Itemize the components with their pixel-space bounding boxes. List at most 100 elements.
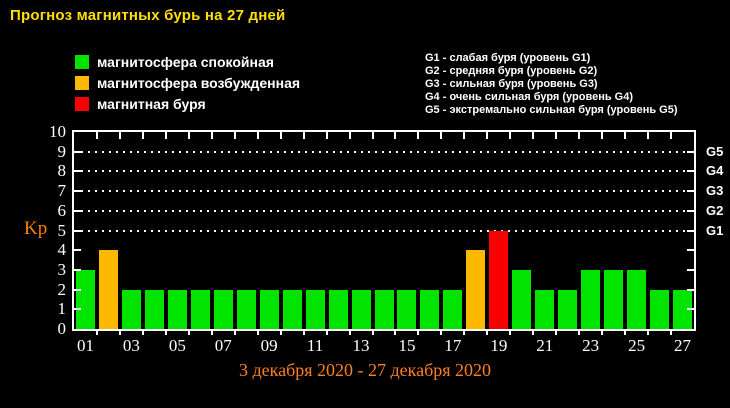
x-tick-bottom-18 <box>486 331 489 335</box>
x-tick-top-25 <box>647 132 650 139</box>
y-tick-left-1 <box>74 308 81 311</box>
y-tick-right-9 <box>687 150 694 153</box>
x-tick-top-24 <box>624 132 627 139</box>
y-axis-tick-label-4: 4 <box>57 240 67 260</box>
bar-day-01 <box>75 269 95 329</box>
x-tick-bottom-17 <box>463 331 466 335</box>
x-tick-bottom-25 <box>647 331 650 335</box>
bar-day-24 <box>604 269 624 329</box>
bar-day-11 <box>305 289 325 329</box>
y-tick-left-5 <box>74 229 81 232</box>
bar-day-18 <box>466 250 486 329</box>
g-level-label-G2: G2 <box>706 202 724 218</box>
y-tick-left-4 <box>74 249 81 252</box>
g-level-label-G4: G4 <box>706 163 724 179</box>
storm-scale-line-3: G3 - сильная буря (уровень G3) <box>425 78 598 90</box>
gridline-G4 <box>74 170 694 173</box>
bar-day-23 <box>581 269 601 329</box>
g-level-label-G5: G5 <box>706 143 724 159</box>
x-tick-bottom-22 <box>578 331 581 335</box>
x-tick-top-21 <box>555 132 558 139</box>
y-axis-tick-label-1: 1 <box>57 299 67 319</box>
y-axis-tick-label-0: 0 <box>57 319 67 338</box>
y-tick-right-1 <box>687 308 694 311</box>
storm-scale-legend: G1 - слабая буря (уровень G1) G2 - средня… <box>425 52 678 117</box>
x-tick-top-3 <box>141 132 144 139</box>
bar-day-26 <box>650 289 670 329</box>
date-range-label: 3 декабря 2020 - 27 декабря 2020 <box>238 360 492 380</box>
bar-color-legend: магнитосфера спокойная магнитосфера возбу… <box>75 52 300 115</box>
bar-day-08 <box>236 289 256 329</box>
y-tick-right-6 <box>687 209 694 212</box>
bar-day-09 <box>259 289 279 329</box>
bar-day-21 <box>535 289 555 329</box>
bar-day-02 <box>98 250 118 329</box>
x-tick-top-23 <box>601 132 604 139</box>
x-tick-bottom-24 <box>624 331 627 335</box>
y-tick-right-3 <box>687 268 694 271</box>
g-level-label-G1: G1 <box>706 222 724 238</box>
y-tick-left-6 <box>74 209 81 212</box>
bar-day-27 <box>673 289 693 329</box>
x-axis-tick-label-19: 19 <box>490 336 508 355</box>
y-tick-right-5 <box>687 229 694 232</box>
bar-day-12 <box>328 289 348 329</box>
y-axis-tick-label-5: 5 <box>57 220 67 240</box>
x-tick-top-6 <box>210 132 213 139</box>
x-axis-tick-label-23: 23 <box>582 336 600 355</box>
storm-scale-line-1: G1 - слабая буря (уровень G1) <box>425 52 591 64</box>
x-tick-top-13 <box>371 132 374 139</box>
page-title: Прогноз магнитных бурь на 27 дней <box>10 7 286 24</box>
x-axis-tick-label-09: 09 <box>260 336 278 355</box>
x-tick-top-26 <box>670 132 673 139</box>
plot-area <box>72 130 696 331</box>
bar-day-22 <box>558 289 578 329</box>
storm-scale-line-2: G2 - средняя буря (уровень G2) <box>425 65 598 77</box>
g-level-label-G3: G3 <box>706 183 724 199</box>
x-tick-bottom-9 <box>279 331 282 335</box>
bar-day-19 <box>489 230 509 329</box>
x-tick-top-12 <box>348 132 351 139</box>
x-tick-top-15 <box>417 132 420 139</box>
bar-day-03 <box>121 289 141 329</box>
legend-item-label: магнитная буря <box>97 96 206 112</box>
x-tick-bottom-23 <box>601 331 604 335</box>
x-tick-bottom-3 <box>141 331 144 335</box>
x-axis-tick-label-07: 07 <box>214 336 232 355</box>
legend-item-label: магнитосфера спокойная <box>97 54 274 70</box>
x-tick-top-5 <box>187 132 190 139</box>
x-tick-bottom-15 <box>417 331 420 335</box>
x-axis-tick-label-11: 11 <box>306 336 324 355</box>
x-tick-bottom-13 <box>371 331 374 335</box>
x-tick-bottom-21 <box>555 331 558 335</box>
x-tick-top-16 <box>440 132 443 139</box>
x-tick-bottom-20 <box>532 331 535 335</box>
y-tick-left-7 <box>74 190 81 193</box>
legend-item-label: магнитосфера возбужденная <box>97 75 301 91</box>
x-axis-tick-label-21: 21 <box>536 336 554 355</box>
x-tick-bottom-1 <box>95 331 98 335</box>
x-tick-top-18 <box>486 132 489 139</box>
y-axis-tick-label-7: 7 <box>57 181 67 201</box>
gridline-G3 <box>74 190 694 193</box>
y-tick-left-8 <box>74 170 81 173</box>
y-axis-tick-label-8: 8 <box>57 161 67 181</box>
x-tick-top-1 <box>95 132 98 139</box>
y-axis-tick-label-9: 9 <box>57 141 67 161</box>
legend-swatch-excited <box>75 76 89 90</box>
x-tick-bottom-14 <box>394 331 397 335</box>
bar-day-06 <box>190 289 210 329</box>
x-tick-top-14 <box>394 132 397 139</box>
x-tick-bottom-16 <box>440 331 443 335</box>
x-tick-bottom-11 <box>325 331 328 335</box>
x-tick-bottom-7 <box>233 331 236 335</box>
x-tick-bottom-5 <box>187 331 190 335</box>
legend-swatch-storm <box>75 97 89 111</box>
x-tick-top-10 <box>302 132 305 139</box>
x-axis-tick-label-15: 15 <box>398 336 416 355</box>
x-axis-tick-label-13: 13 <box>352 336 370 355</box>
x-tick-top-2 <box>118 132 121 139</box>
x-axis-tick-label-25: 25 <box>628 336 646 355</box>
x-axis-tick-label-03: 03 <box>122 336 140 355</box>
